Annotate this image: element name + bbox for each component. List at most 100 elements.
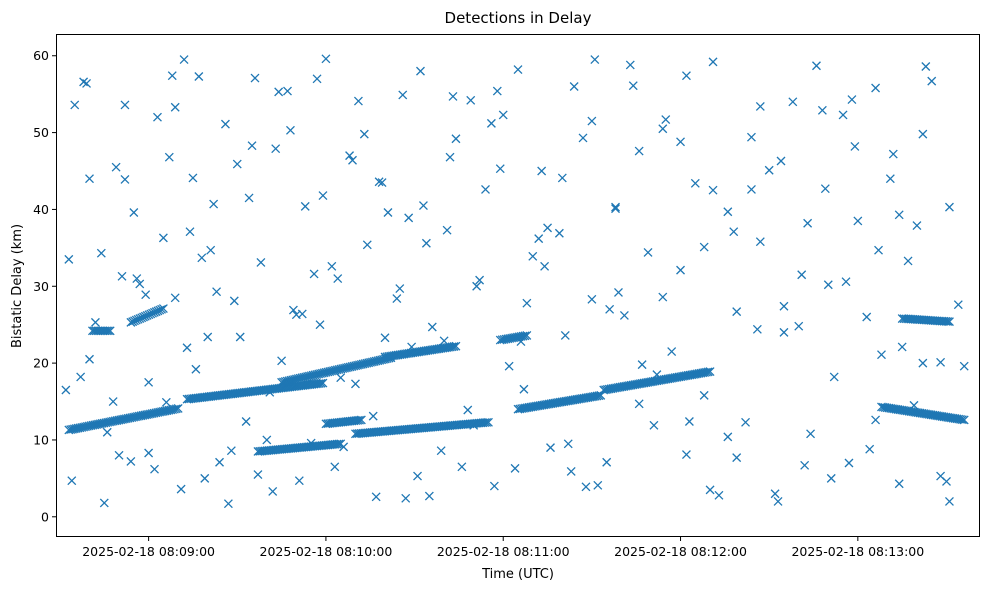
data-point — [504, 361, 514, 371]
data-point — [334, 439, 344, 449]
data-point — [534, 234, 544, 244]
data-point — [560, 330, 570, 340]
data-point — [353, 96, 363, 106]
data-point — [206, 245, 216, 255]
data-point — [395, 284, 405, 294]
chart-title: Detections in Delay — [445, 9, 592, 27]
data-point — [442, 225, 452, 235]
data-point — [398, 90, 408, 100]
y-tick-label: 60 — [33, 48, 49, 63]
data-point — [223, 499, 233, 509]
data-point — [850, 141, 860, 151]
data-point — [614, 287, 623, 297]
data-point — [226, 446, 236, 456]
data-point — [684, 417, 694, 426]
data-point — [912, 221, 922, 231]
data-point — [407, 342, 417, 352]
data-point — [321, 54, 331, 64]
data-point — [173, 403, 183, 413]
data-point — [332, 439, 342, 449]
data-point — [746, 132, 756, 142]
data-point — [244, 193, 254, 203]
data-point — [179, 55, 189, 65]
data-point — [658, 292, 668, 302]
data-point — [944, 496, 954, 506]
data-point — [543, 223, 553, 233]
data-point — [117, 271, 127, 281]
data-point — [909, 400, 919, 410]
data-point — [941, 316, 951, 326]
data-point — [108, 397, 118, 406]
data-point — [102, 326, 112, 336]
data-point — [377, 178, 387, 187]
data-point — [708, 57, 718, 67]
data-point — [676, 137, 685, 147]
data-point — [699, 390, 709, 400]
data-point — [161, 397, 171, 407]
data-point — [703, 367, 713, 377]
data-point — [262, 435, 272, 445]
data-point — [723, 207, 733, 217]
data-point — [235, 332, 245, 342]
data-point — [732, 453, 742, 463]
data-point — [61, 385, 71, 395]
data-point — [681, 71, 691, 81]
data-point — [528, 251, 538, 261]
data-point — [451, 134, 461, 144]
x-tick-label: 2025-02-18 08:13:00 — [791, 544, 924, 559]
data-point — [513, 65, 523, 75]
data-point — [76, 372, 86, 382]
data-point — [817, 105, 827, 115]
data-point — [229, 296, 239, 306]
data-point — [294, 476, 304, 486]
data-point — [936, 357, 946, 367]
data-point — [480, 418, 490, 428]
data-point — [764, 165, 774, 175]
data-point — [918, 358, 928, 368]
data-point — [800, 460, 810, 470]
data-point — [652, 370, 662, 380]
data-point — [540, 261, 550, 271]
data-point — [451, 341, 461, 351]
data-point — [578, 133, 588, 143]
data-point — [416, 66, 425, 76]
data-point — [85, 354, 94, 364]
data-point — [339, 442, 349, 452]
data-point — [103, 326, 113, 336]
data-point — [483, 417, 493, 427]
data-point — [167, 71, 177, 81]
data-point — [959, 415, 969, 425]
data-point — [114, 450, 124, 460]
y-tick-label: 20 — [33, 356, 49, 371]
data-point — [482, 417, 492, 427]
data-point — [755, 102, 765, 111]
x-tick-label: 2025-02-18 08:09:00 — [82, 544, 215, 559]
data-point — [498, 110, 508, 120]
data-point — [436, 446, 446, 456]
data-point — [481, 184, 490, 194]
data-point — [359, 129, 369, 139]
data-point — [427, 322, 437, 332]
data-point — [327, 261, 337, 271]
data-point — [374, 177, 384, 187]
data-point — [797, 270, 807, 280]
data-point — [554, 228, 564, 238]
data-point — [897, 342, 907, 352]
data-point — [283, 86, 292, 96]
data-point — [200, 473, 210, 483]
data-point — [894, 210, 904, 220]
data-point — [345, 151, 355, 161]
data-point — [383, 208, 393, 217]
data-point — [126, 457, 136, 466]
data-point — [288, 305, 298, 315]
data-point — [209, 199, 219, 209]
data-point — [587, 294, 597, 304]
data-point — [681, 450, 691, 460]
data-point — [486, 118, 496, 128]
data-point — [247, 141, 257, 151]
data-point — [164, 152, 174, 162]
data-point — [587, 116, 597, 126]
data-point — [634, 399, 644, 409]
data-point — [176, 484, 186, 494]
data-point — [67, 476, 77, 486]
